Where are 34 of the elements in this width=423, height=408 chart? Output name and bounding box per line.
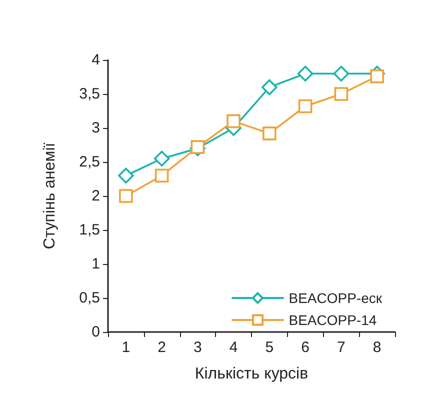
point xyxy=(118,168,134,184)
point xyxy=(154,150,170,166)
y-tick-label: 1,5 xyxy=(79,222,100,238)
x-tick-label: 5 xyxy=(265,339,274,356)
x-axis-title: Кількість курсів xyxy=(194,366,308,382)
y-tick-label: 3 xyxy=(92,120,100,136)
y-tick-label: 4 xyxy=(92,52,100,68)
x-tick-label: 4 xyxy=(229,339,238,356)
y-axis-title: Ступінь анемії xyxy=(42,142,58,250)
point xyxy=(262,126,276,140)
point xyxy=(297,66,314,82)
x-tick-label: 2 xyxy=(158,339,166,356)
x-tick-label: 1 xyxy=(122,339,130,356)
point xyxy=(119,189,133,203)
point xyxy=(262,79,278,96)
y-tick-label: 3,5 xyxy=(79,86,100,102)
point xyxy=(333,66,350,82)
point xyxy=(190,140,205,154)
y-tick-label: 0 xyxy=(92,324,100,340)
x-tick-label: 8 xyxy=(372,339,382,356)
y-tick-label: 2,5 xyxy=(79,154,100,170)
x-tick-label: 7 xyxy=(337,339,346,356)
y-tick-label: 1 xyxy=(92,256,100,272)
x-tick-label: 6 xyxy=(301,339,310,356)
y-tick-label: 2 xyxy=(92,188,100,204)
legend-label: BEACOPP-еск xyxy=(288,290,383,306)
point xyxy=(334,87,348,101)
y-tick-label: 0,5 xyxy=(79,290,100,306)
x-tick-label: 3 xyxy=(194,339,202,356)
point xyxy=(370,69,384,84)
point xyxy=(298,99,312,114)
point xyxy=(226,114,240,128)
point xyxy=(154,168,169,182)
legend-label: BEACOPP-14 xyxy=(288,312,377,328)
